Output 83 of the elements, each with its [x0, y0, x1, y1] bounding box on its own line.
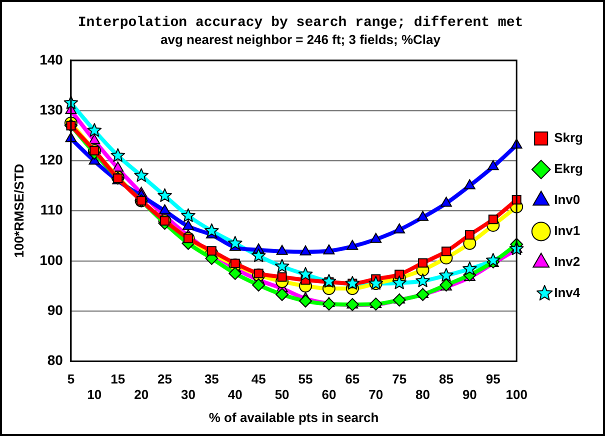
point	[417, 210, 428, 221]
point	[441, 246, 451, 256]
y-axis-title: 100*RMSE/STD	[11, 164, 26, 258]
point	[487, 160, 499, 170]
y-tick-label: 140	[40, 51, 64, 68]
point	[346, 240, 358, 250]
point	[254, 268, 264, 278]
point	[276, 244, 288, 255]
x-tick-label: 55	[298, 372, 313, 387]
point	[488, 214, 498, 224]
point	[464, 179, 476, 190]
point	[252, 278, 266, 292]
point	[322, 298, 336, 311]
point	[298, 266, 313, 281]
x-tick-label: 60	[322, 387, 336, 402]
x-tick-label: 80	[416, 387, 430, 402]
x-tick-label: 90	[462, 387, 477, 402]
point	[439, 268, 454, 282]
y-tick-label: 100	[40, 252, 64, 268]
point	[370, 232, 382, 243]
point	[322, 274, 336, 288]
point	[392, 294, 406, 307]
point	[158, 188, 172, 202]
y-tick-label: 130	[40, 101, 64, 118]
x-tick-label: 45	[251, 372, 266, 387]
point	[276, 288, 289, 302]
point	[369, 298, 382, 311]
point	[87, 123, 102, 137]
legend-label: Inv0	[554, 192, 580, 208]
point	[204, 223, 219, 238]
legend-label: Inv4	[554, 285, 581, 300]
point	[274, 258, 290, 273]
point	[251, 248, 266, 262]
point	[134, 168, 148, 182]
point	[486, 252, 500, 267]
legend-label: Inv2	[554, 254, 580, 270]
x-tick-label: 75	[392, 372, 407, 387]
point	[416, 288, 430, 302]
point	[182, 220, 194, 230]
point	[277, 272, 287, 282]
point	[392, 275, 406, 290]
y-tick-label: 80	[47, 352, 64, 368]
point	[394, 270, 404, 280]
x-tick-label: 25	[158, 372, 172, 387]
legend-label: Skrg	[554, 130, 584, 146]
point	[464, 230, 474, 240]
x-tick-label: 35	[204, 372, 219, 387]
point	[300, 245, 312, 256]
point	[88, 134, 100, 144]
point	[159, 204, 170, 214]
point	[440, 196, 452, 207]
legend-label: Ekrg	[554, 161, 584, 176]
x-tick-label: 5	[67, 372, 75, 387]
x-tick-label: 100	[506, 387, 528, 402]
point	[110, 148, 126, 162]
x-tick-label: 70	[368, 387, 384, 402]
point	[346, 298, 359, 312]
x-tick-label: 20	[134, 387, 149, 402]
point	[181, 208, 196, 222]
x-tick-label: 15	[110, 372, 126, 387]
x-tick-label: 10	[87, 387, 102, 402]
chart-subtitle: avg nearest neighbor = 246 ft; 3 fields; %Clay	[160, 32, 442, 48]
y-tick-label: 120	[40, 152, 64, 168]
point	[228, 236, 242, 250]
x-tick-label: 50	[274, 387, 290, 402]
x-tick-label: 85	[439, 372, 454, 387]
point	[418, 258, 428, 268]
y-tick-label: 110	[40, 202, 64, 218]
x-axis-title: % of available pts in search	[208, 410, 379, 425]
x-tick-label: 65	[345, 372, 360, 387]
legend-label: Inv1	[554, 223, 580, 238]
point	[323, 244, 335, 254]
x-tick-label: 95	[486, 372, 500, 387]
point	[416, 273, 430, 288]
x-tick-label: 40	[228, 387, 242, 402]
point	[228, 266, 242, 280]
point	[462, 261, 477, 276]
point	[394, 223, 406, 234]
point	[299, 294, 312, 308]
x-tick-label: 30	[181, 387, 196, 402]
y-tick-label: 90	[47, 302, 64, 318]
point	[345, 276, 360, 290]
chart-title: Interpolation accuracy by search range; different met	[78, 14, 524, 31]
